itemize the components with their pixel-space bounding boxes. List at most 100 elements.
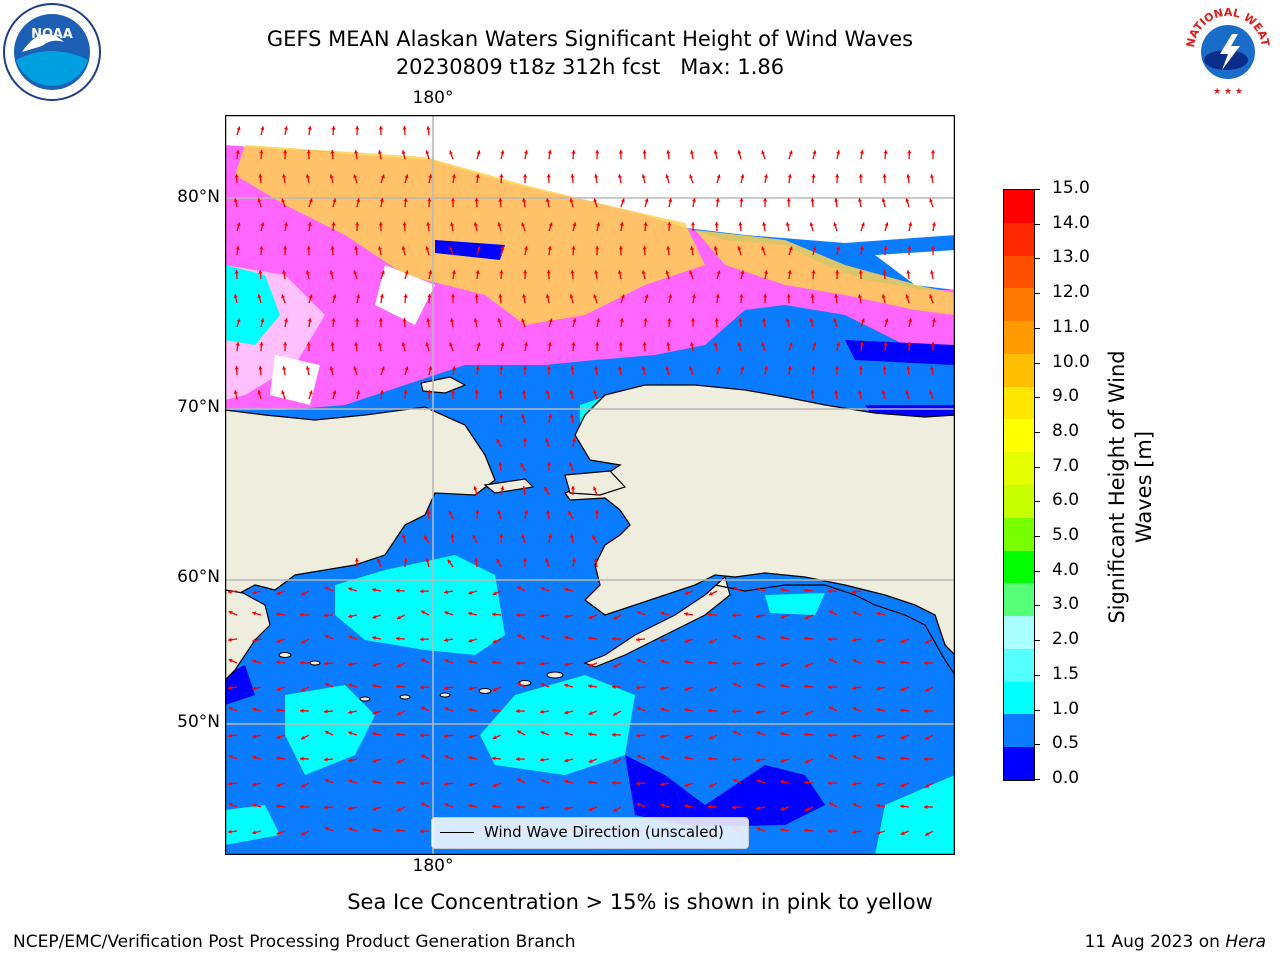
- wind-arrow-head: [500, 246, 505, 251]
- colorbar-band: [1004, 222, 1034, 257]
- wind-arrow-head: [564, 614, 569, 619]
- wind-arrow-head: [716, 366, 721, 371]
- wind-arrow-head: [372, 806, 377, 811]
- wind-arrow-head: [684, 756, 688, 761]
- wind-arrow-head: [644, 294, 649, 299]
- wind-arrow-head: [588, 759, 593, 763]
- wind-arrow-head: [732, 613, 736, 618]
- map-legend: Wind Wave Direction (unscaled): [431, 817, 749, 849]
- wind-arrow-head: [732, 634, 737, 639]
- wind-arrow-head: [276, 756, 280, 761]
- wind-arrow-head: [497, 510, 502, 515]
- wind-arrow-head: [716, 174, 721, 179]
- wind-arrow-head: [930, 270, 935, 274]
- colorbar-band: [1004, 321, 1034, 355]
- wind-arrow-head: [426, 510, 431, 514]
- wind-arrow-head: [252, 611, 257, 616]
- wind-arrow-head: [468, 686, 473, 691]
- colorbar-tick-mark: [1034, 570, 1040, 572]
- wind-arrow-head: [276, 639, 281, 643]
- wind-arrow-head: [691, 294, 696, 298]
- wind-arrow-head: [641, 270, 646, 275]
- wind-arrow-head: [523, 366, 528, 370]
- wind-arrow-head: [403, 558, 408, 562]
- wind-arrow-head: [931, 318, 936, 322]
- wind-arrow-head: [284, 318, 289, 322]
- wind-arrow-head: [540, 757, 544, 762]
- wind-arrow-head: [473, 318, 478, 322]
- wind-arrow-head: [636, 685, 640, 690]
- colorbar-band: [1004, 550, 1034, 584]
- wind-arrow-head: [426, 222, 431, 226]
- wind-arrow-head: [276, 804, 280, 809]
- wind-arrow-head: [666, 246, 671, 250]
- wind-arrow-head: [427, 390, 432, 394]
- lat-label-60: 60°N: [177, 567, 220, 587]
- wind-arrow-head: [833, 318, 838, 323]
- wind-arrow-head: [690, 222, 696, 226]
- wind-arrow-head: [804, 807, 809, 812]
- wind-arrow-head: [451, 366, 456, 370]
- wind-arrow-head: [324, 778, 329, 783]
- colorbar-band: [1004, 419, 1034, 453]
- wind-arrow-head: [516, 757, 520, 762]
- wind-arrow-head: [761, 150, 766, 155]
- wind-arrow-head: [305, 366, 310, 370]
- wind-arrow-head: [401, 246, 406, 251]
- wind-arrow-head: [569, 462, 573, 467]
- wind-arrow-head: [492, 735, 497, 740]
- wind-arrow-head: [876, 782, 881, 787]
- wind-arrow-head: [276, 735, 281, 739]
- wind-arrow-head: [548, 222, 553, 227]
- wind-arrow-head: [259, 150, 264, 154]
- wind-arrow-head: [348, 758, 352, 763]
- wind-arrow-head: [595, 246, 600, 250]
- wind-arrow-head: [594, 510, 599, 514]
- wind-arrow-head: [834, 294, 839, 298]
- wind-arrow-head: [689, 174, 693, 179]
- wind-arrow-head: [282, 366, 287, 370]
- wind-arrow-head: [732, 730, 737, 735]
- wind-arrow-head: [516, 661, 520, 666]
- wind-arrow-head: [764, 174, 769, 178]
- wind-arrow-head: [588, 663, 593, 667]
- wind-arrow-head: [660, 638, 664, 643]
- wind-arrow-head: [689, 366, 693, 371]
- footer-date-text: 11 Aug 2023 on: [1084, 932, 1226, 952]
- wind-arrow-head: [829, 802, 833, 807]
- wind-arrow-head: [324, 634, 329, 639]
- wind-arrow-head: [546, 174, 551, 178]
- colorbar-band: [1004, 714, 1034, 748]
- wind-arrow-head: [425, 150, 430, 155]
- colorbar-tick-label: 0.5: [1052, 733, 1080, 754]
- wind-arrow-head: [859, 342, 864, 346]
- wind-arrow-head: [233, 294, 238, 298]
- wind-arrow-head: [852, 611, 857, 615]
- wind-arrow-head: [690, 342, 695, 346]
- wind-arrow-head: [354, 246, 359, 250]
- wind-arrow-head: [612, 636, 616, 641]
- wind-arrow-head: [540, 805, 544, 810]
- wind-arrow-head: [450, 318, 455, 322]
- wind-arrow-head: [281, 198, 286, 203]
- wind-arrow-head: [234, 366, 239, 370]
- wind-arrow-head: [764, 270, 769, 274]
- wind-arrow-head: [324, 586, 329, 591]
- wind-arrow-head: [476, 150, 481, 155]
- wind-arrow-head: [900, 687, 905, 692]
- wind-arrow-head: [924, 756, 928, 762]
- wind-arrow-head: [547, 150, 552, 154]
- wind-arrow-head: [812, 342, 817, 347]
- wind-arrow-head: [836, 246, 841, 250]
- wind-arrow-head: [540, 587, 545, 591]
- wind-arrow-head: [618, 342, 623, 346]
- wind-arrow-head: [593, 486, 597, 491]
- wind-arrow-head: [592, 535, 596, 540]
- wind-arrow-head: [788, 150, 793, 155]
- wind-arrow-head: [301, 831, 305, 836]
- wind-arrow-head: [620, 198, 625, 203]
- wind-arrow-head: [852, 829, 856, 834]
- wind-arrow-head: [665, 366, 670, 371]
- wind-arrow-head: [420, 685, 424, 690]
- wind-arrow-head: [596, 222, 601, 226]
